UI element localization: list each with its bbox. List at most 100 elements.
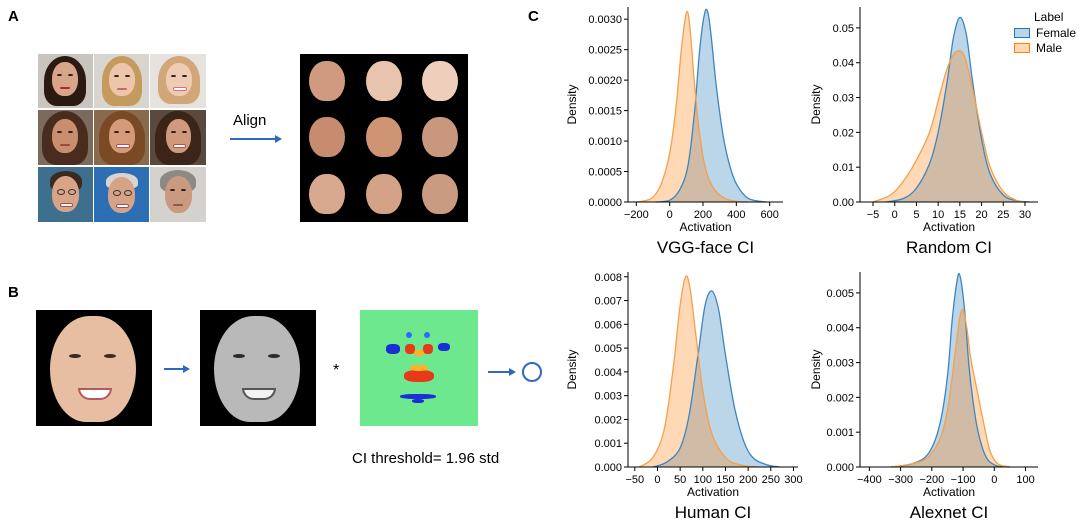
density-area-male xyxy=(891,309,1010,467)
x-tick-label: 150 xyxy=(716,474,734,486)
x-tick-label: 100 xyxy=(1016,474,1034,486)
y-tick-label: 0.002 xyxy=(826,392,854,404)
face-photo xyxy=(150,110,206,165)
aligned-face xyxy=(309,174,345,214)
y-axis-label: Density xyxy=(809,84,823,124)
aligned-face xyxy=(422,117,458,157)
x-axis-label: Activation xyxy=(679,220,731,234)
y-tick-label: 0.04 xyxy=(833,58,854,70)
y-tick-label: 0.004 xyxy=(594,367,622,379)
density-area-female xyxy=(652,290,780,467)
density-line-female xyxy=(652,290,781,468)
face-photo xyxy=(38,54,93,108)
y-tick-label: 0.03 xyxy=(833,93,854,105)
y-tick-label: 0.0025 xyxy=(588,45,622,57)
chart-title: Alexnet CI xyxy=(910,503,988,522)
aligned-face xyxy=(366,61,402,101)
y-tick-label: 0.01 xyxy=(833,162,854,174)
x-tick-label: 15 xyxy=(954,209,966,221)
density-area-female xyxy=(656,9,767,203)
arrow-head-icon xyxy=(275,135,282,143)
density-line-male xyxy=(638,275,758,468)
legend: Label Female Male xyxy=(1014,10,1076,55)
x-tick-label: −300 xyxy=(888,474,913,486)
x-tick-label: −100 xyxy=(951,474,976,486)
x-tick-label: 200 xyxy=(694,209,712,221)
aligned-face xyxy=(366,174,402,214)
align-arrow xyxy=(230,138,276,140)
x-tick-label: 200 xyxy=(739,474,757,486)
density-area-female xyxy=(886,17,1030,202)
x-tick-label: 250 xyxy=(762,474,780,486)
grayscale-arrow xyxy=(164,368,184,370)
align-label: Align xyxy=(233,112,267,129)
y-tick-label: 0.05 xyxy=(833,23,854,35)
aligned-faces-grid xyxy=(300,54,468,222)
density-area-male xyxy=(639,276,758,467)
y-tick-label: 0.000 xyxy=(594,462,622,474)
x-tick-label: 5 xyxy=(913,209,919,221)
density-area-male xyxy=(636,11,748,203)
legend-label-male: Male xyxy=(1036,41,1063,55)
y-tick-label: 0.006 xyxy=(594,319,622,331)
y-tick-label: 0.0005 xyxy=(588,167,622,179)
legend-title: Label xyxy=(1034,10,1064,24)
x-tick-label: −200 xyxy=(624,209,649,221)
face-photo xyxy=(94,167,149,222)
x-axis-label: Activation xyxy=(923,220,975,234)
chart-title: Human CI xyxy=(675,503,752,522)
y-tick-label: 0.0010 xyxy=(588,136,622,148)
y-axis-label: Density xyxy=(565,349,579,389)
y-tick-label: 0.002 xyxy=(594,414,622,426)
multiply-operator: * xyxy=(333,362,340,379)
x-tick-label: 30 xyxy=(1019,209,1031,221)
face-photo xyxy=(38,110,93,165)
x-tick-label: 0 xyxy=(654,474,660,486)
ci-threshold-label: CI threshold= 1.96 std xyxy=(352,450,500,467)
y-tick-label: 0.005 xyxy=(594,343,622,355)
aligned-face xyxy=(422,61,458,101)
y-tick-label: 0.0020 xyxy=(588,75,622,87)
y-tick-label: 0.0030 xyxy=(588,14,622,26)
face-photo xyxy=(150,54,206,108)
density-line-female xyxy=(891,272,1010,468)
x-tick-label: −5 xyxy=(867,209,880,221)
density-line-female xyxy=(656,8,767,203)
aligned-face xyxy=(366,117,402,157)
output-arrow xyxy=(488,371,510,373)
x-tick-label: 10 xyxy=(932,209,944,221)
y-tick-label: 0.0000 xyxy=(588,197,622,209)
y-tick-label: 0.003 xyxy=(826,358,854,370)
arrow-head-icon xyxy=(509,368,516,376)
x-axis-label: Activation xyxy=(687,485,739,499)
density-line-female xyxy=(885,16,1030,203)
density-area-female xyxy=(891,273,1010,467)
aligned-gray-face xyxy=(200,310,316,426)
y-tick-label: 0.02 xyxy=(833,127,854,139)
aligned-face xyxy=(309,117,345,157)
arrow-head-icon xyxy=(183,365,190,373)
x-tick-label: −50 xyxy=(625,474,644,486)
legend-swatch-male xyxy=(1014,43,1030,53)
panel-a-letter: A xyxy=(8,8,19,25)
x-tick-label: 400 xyxy=(727,209,745,221)
y-tick-label: 0.0015 xyxy=(588,106,622,118)
density-line-male xyxy=(636,10,749,203)
y-tick-label: 0.008 xyxy=(594,272,622,284)
density-line-male xyxy=(872,50,1026,203)
density-area-male xyxy=(873,50,1025,203)
x-axis-label: Activation xyxy=(923,485,975,499)
face-photo xyxy=(94,110,149,165)
y-tick-label: 0.001 xyxy=(594,438,622,450)
aligned-color-face xyxy=(36,310,152,426)
face-photo xyxy=(150,167,206,222)
face-photo xyxy=(94,54,149,108)
y-tick-label: 0.005 xyxy=(826,288,854,300)
x-tick-label: 50 xyxy=(674,474,686,486)
y-tick-label: 0.000 xyxy=(826,462,854,474)
y-tick-label: 0.007 xyxy=(594,296,622,308)
output-neuron-circle xyxy=(522,362,542,382)
x-tick-label: 25 xyxy=(997,209,1009,221)
y-axis-label: Density xyxy=(565,84,579,124)
